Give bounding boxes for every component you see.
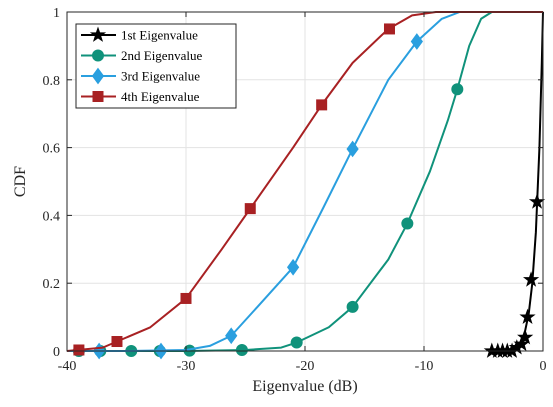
data-point bbox=[111, 336, 123, 348]
legend: 1st Eigenvalue 2nd Eigenvalue 3rd Eigenval… bbox=[75, 23, 237, 109]
data-point bbox=[180, 292, 192, 304]
series-line bbox=[67, 11, 543, 352]
data-point bbox=[244, 203, 256, 215]
legend-marker bbox=[91, 67, 105, 85]
x-tick-label: -30 bbox=[177, 359, 196, 374]
data-point bbox=[290, 336, 303, 349]
legend-marker bbox=[89, 26, 107, 42]
y-tick-label: 1 bbox=[53, 6, 60, 21]
y-tick-label: 0.8 bbox=[43, 74, 61, 89]
legend-label: 3rd Eigenvalue bbox=[121, 69, 200, 84]
x-tick-label: -40 bbox=[58, 359, 77, 374]
y-tick-label: 0.6 bbox=[43, 142, 61, 157]
series-3 bbox=[67, 11, 543, 360]
data-point bbox=[522, 271, 540, 287]
legend-item-4: 4th Eigenvalue bbox=[81, 89, 200, 104]
data-point bbox=[235, 343, 248, 356]
y-tick-label: 0 bbox=[53, 345, 60, 360]
legend-label: 2nd Eigenvalue bbox=[121, 48, 202, 63]
legend-item-2: 2nd Eigenvalue bbox=[81, 48, 202, 63]
legend-marker bbox=[92, 49, 104, 62]
data-point bbox=[346, 140, 359, 158]
x-tick-label: 0 bbox=[540, 359, 547, 374]
data-point bbox=[513, 335, 530, 352]
data-point bbox=[451, 83, 464, 96]
data-point bbox=[73, 344, 85, 356]
legend-label: 4th Eigenvalue bbox=[121, 89, 200, 104]
data-point bbox=[346, 300, 359, 313]
data-point bbox=[383, 23, 395, 35]
data-point bbox=[225, 327, 238, 345]
y-axis-label: CDF bbox=[12, 166, 29, 197]
legend-item-3: 3rd Eigenvalue bbox=[81, 67, 200, 85]
legend-label: 1st Eigenvalue bbox=[121, 28, 198, 43]
data-point bbox=[410, 33, 423, 50]
x-tick-label: -10 bbox=[415, 359, 434, 374]
y-tick-label: 0.2 bbox=[43, 277, 61, 292]
series-line bbox=[66, 11, 543, 352]
legend-marker bbox=[92, 91, 104, 102]
data-point bbox=[401, 217, 414, 230]
data-point bbox=[528, 193, 546, 209]
y-tick-label: 0.4 bbox=[43, 209, 61, 224]
series-1 bbox=[483, 11, 546, 358]
x-axis-label: Eigenvalue (dB) bbox=[252, 378, 357, 395]
data-point bbox=[519, 308, 536, 324]
series-4 bbox=[66, 11, 543, 356]
data-point bbox=[286, 258, 300, 276]
series-layer bbox=[66, 11, 546, 360]
data-point bbox=[517, 328, 534, 345]
legend-item-1: 1st Eigenvalue bbox=[81, 26, 198, 43]
data-point bbox=[316, 99, 328, 111]
x-tick-label: -20 bbox=[296, 359, 315, 374]
axes: -40 -30 -20 -10 0 0 0.2 0.4 0.6 0.8 1 bbox=[43, 6, 547, 374]
series-line bbox=[67, 11, 543, 352]
